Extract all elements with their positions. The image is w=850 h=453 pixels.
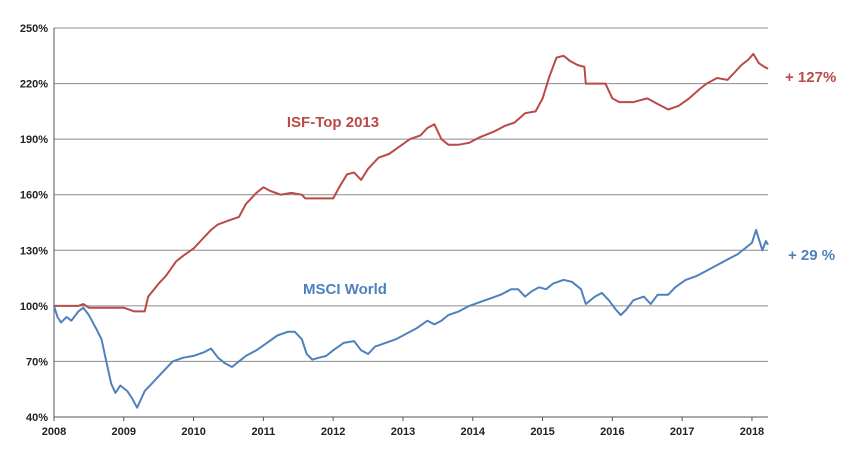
end-label-isf-top: + 127% bbox=[785, 69, 836, 86]
x-tick-label: 2009 bbox=[112, 426, 136, 438]
y-tick-label: 100% bbox=[20, 301, 48, 313]
x-tick-label: 2013 bbox=[391, 426, 415, 438]
y-tick-label: 70% bbox=[26, 356, 48, 368]
x-tick-label: 2010 bbox=[181, 426, 205, 438]
y-tick-label: 250% bbox=[20, 23, 48, 35]
x-tick-label: 2008 bbox=[42, 426, 66, 438]
y-tick-label: 130% bbox=[20, 245, 48, 257]
x-tick-label: 2014 bbox=[461, 426, 486, 438]
series-lines bbox=[53, 52, 769, 409]
x-tick-label: 2018 bbox=[740, 426, 764, 438]
x-tick-label: 2016 bbox=[600, 426, 624, 438]
y-tick-label: 220% bbox=[20, 79, 48, 91]
series-label-isf-top: ISF-Top 2013 bbox=[287, 114, 379, 131]
y-axis-ticks: 40% 70% 100% 130% 160% 190% 220% 250% bbox=[20, 23, 48, 424]
x-tick-label: 2012 bbox=[321, 426, 345, 438]
x-axis-ticks: 2008 2009 2010 2011 2012 2013 2014 2015 2016 2017… bbox=[42, 417, 764, 438]
x-tick-label: 2015 bbox=[530, 426, 554, 438]
chart-gridlines bbox=[54, 27, 768, 418]
end-label-msci-world: + 29 % bbox=[788, 247, 835, 264]
series-line-msci-world bbox=[53, 228, 769, 409]
y-tick-label: 160% bbox=[20, 190, 48, 202]
chart-axes bbox=[53, 28, 768, 418]
x-tick-label: 2011 bbox=[251, 426, 275, 438]
y-tick-label: 190% bbox=[20, 134, 48, 146]
series-label-msci-world: MSCI World bbox=[303, 281, 387, 298]
x-tick-label: 2017 bbox=[670, 426, 694, 438]
y-tick-label: 40% bbox=[26, 412, 48, 424]
series-line-isf-top bbox=[54, 52, 769, 313]
